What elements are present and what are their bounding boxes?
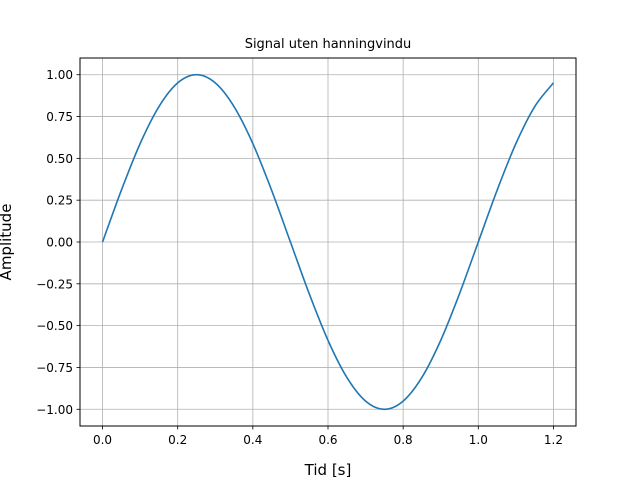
series-layer [101,73,555,411]
x-tick-label: 0.8 [394,433,413,447]
y-tick-label: 0.50 [46,152,73,166]
y-tick-label: 0.25 [46,194,73,208]
series-line [101,73,555,411]
x-axis-ticks: 0.0 0.2 0.4 0.6 0.8 1.0 1.2 [93,426,563,447]
x-tick-label: 0.4 [243,433,262,447]
y-axis-ticks: −1.00 −0.75 −0.50 −0.25 0.00 0.25 0.50 0.75 1.00 [36,68,80,417]
x-tick-label: 0.2 [168,433,187,447]
y-axis-label: Amplitude [0,204,15,281]
y-tick-label: 0.75 [46,110,73,124]
y-tick-label: 0.00 [46,236,73,250]
x-tick-label: 1.2 [544,433,563,447]
y-tick-label: −0.75 [36,361,73,375]
chart-title: Signal uten hanningvindu [245,37,412,52]
x-axis-label: Tid [s] [304,461,352,479]
x-tick-label: 0.6 [318,433,337,447]
x-tick-label: 1.0 [469,433,488,447]
y-tick-label: −0.25 [36,277,73,291]
x-tick-label: 0.0 [93,433,112,447]
y-tick-label: 1.00 [46,68,73,82]
y-tick-label: −1.00 [36,403,73,417]
y-tick-label: −0.50 [36,319,73,333]
